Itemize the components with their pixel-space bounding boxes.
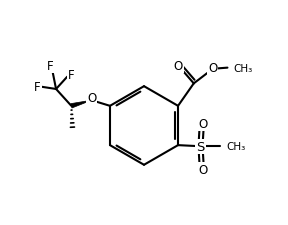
Text: O: O — [198, 163, 207, 176]
Text: S: S — [196, 140, 205, 153]
Text: CH₃: CH₃ — [226, 142, 246, 152]
Text: F: F — [46, 60, 53, 73]
Text: O: O — [208, 62, 217, 75]
Text: O: O — [198, 117, 207, 130]
Text: O: O — [173, 60, 183, 73]
Text: O: O — [87, 92, 96, 105]
Text: CH₃: CH₃ — [233, 63, 252, 73]
Text: F: F — [68, 69, 75, 81]
Polygon shape — [71, 101, 92, 108]
Text: F: F — [34, 81, 41, 94]
